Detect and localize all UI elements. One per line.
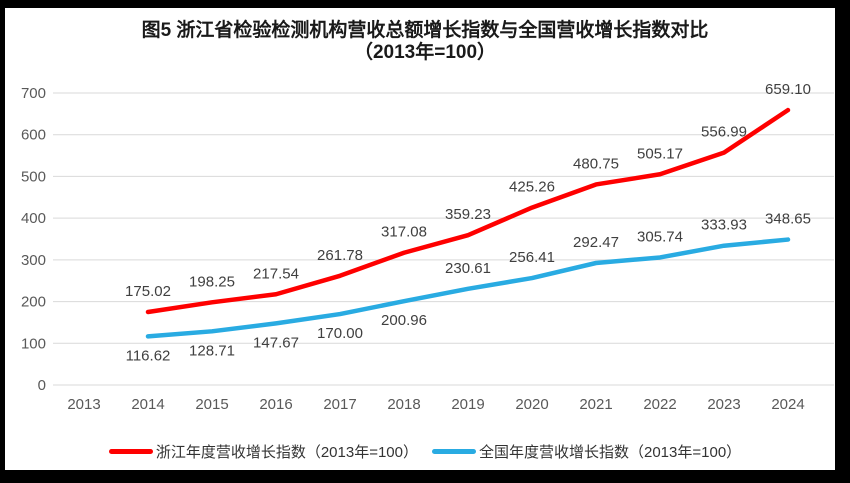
data-label: 305.74 <box>637 228 683 245</box>
x-axis-tick-label: 2014 <box>131 396 164 413</box>
legend-item-zhejiang: 浙江年度营收增长指数（2013年=100） <box>108 441 418 462</box>
data-label: 128.71 <box>189 342 235 359</box>
data-label: 200.96 <box>381 312 427 329</box>
chart-title: 图5 浙江省检验检测机构营收总额增长指数与全国营收增长指数对比 <box>141 20 709 41</box>
data-label: 556.99 <box>701 124 747 141</box>
data-label: 230.61 <box>445 260 491 277</box>
x-axis-tick-label: 2018 <box>387 396 420 413</box>
data-label: 317.08 <box>381 224 427 241</box>
data-label: 147.67 <box>253 334 299 351</box>
y-axis-tick-label: 200 <box>21 294 46 311</box>
legend-swatch-zhejiang <box>108 449 153 454</box>
data-label: 505.17 <box>637 145 683 162</box>
y-axis-tick-label: 400 <box>21 210 46 227</box>
data-label: 480.75 <box>573 155 619 172</box>
data-label: 359.23 <box>445 206 491 223</box>
x-axis-tick-label: 2023 <box>707 396 740 413</box>
x-axis-tick-label: 2022 <box>643 396 676 413</box>
x-axis-tick-label: 2013 <box>67 396 100 413</box>
x-axis-tick-label: 2019 <box>451 396 484 413</box>
x-axis-tick-label: 2016 <box>259 396 292 413</box>
data-label: 217.54 <box>253 265 299 282</box>
chart-title-block: 图5 浙江省检验检测机构营收总额增长指数与全国营收增长指数对比 （2013年=1… <box>0 20 850 64</box>
legend-item-national: 全国年度营收增长指数（2013年=100） <box>432 441 741 462</box>
chart-legend: 浙江年度营收增长指数（2013年=100） 全国年度营收增长指数（2013年=1… <box>0 441 850 462</box>
y-axis-tick-label: 700 <box>21 85 46 102</box>
x-axis-tick-label: 2020 <box>515 396 548 413</box>
chart-subtitle: （2013年=100） <box>353 42 497 63</box>
x-axis-tick-label: 2024 <box>771 396 804 413</box>
data-label: 348.65 <box>765 211 811 228</box>
legend-label-national: 全国年度营收增长指数（2013年=100） <box>479 444 742 461</box>
x-axis-tick-label: 2017 <box>323 396 356 413</box>
data-label: 198.25 <box>189 273 235 290</box>
series-line-1 <box>145 237 791 339</box>
y-axis-tick-label: 600 <box>21 127 46 144</box>
data-label: 659.10 <box>765 81 811 98</box>
chart-background <box>5 8 835 470</box>
legend-label-zhejiang: 浙江年度营收增长指数（2013年=100） <box>155 444 418 461</box>
data-label: 175.02 <box>125 283 171 300</box>
data-label: 116.62 <box>126 347 171 364</box>
data-label: 292.47 <box>573 234 619 251</box>
y-axis-tick-label: 0 <box>38 377 46 394</box>
y-axis-tick-label: 300 <box>21 252 46 269</box>
y-axis-tick-label: 500 <box>21 168 46 185</box>
data-label: 425.26 <box>509 179 555 196</box>
data-label: 170.00 <box>317 325 363 342</box>
x-axis-tick-label: 2015 <box>195 396 228 413</box>
data-label: 261.78 <box>317 247 363 264</box>
x-axis-tick-label: 2021 <box>579 396 612 413</box>
legend-swatch-national <box>432 449 476 454</box>
series-line-0 <box>145 107 791 315</box>
data-label: 333.93 <box>701 217 747 234</box>
y-axis-tick-label: 100 <box>21 335 46 352</box>
data-label: 256.41 <box>509 249 555 266</box>
